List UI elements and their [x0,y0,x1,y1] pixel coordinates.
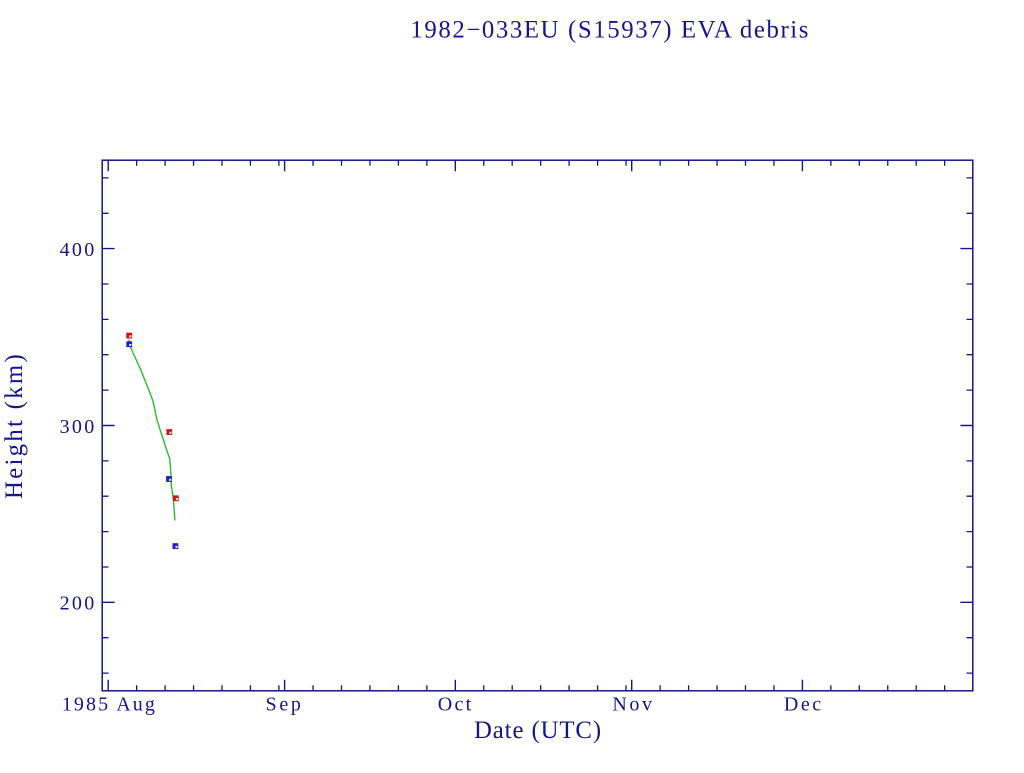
svg-text:Oct: Oct [438,694,474,716]
svg-text:Sep: Sep [266,694,304,716]
svg-text:Date (UTC): Date (UTC) [474,717,602,744]
svg-text:400: 400 [60,239,97,261]
svg-text:Height (km): Height (km) [1,352,28,499]
svg-text:Dec: Dec [784,694,824,716]
svg-text:1982−033EU (S15937) EVA debris: 1982−033EU (S15937) EVA debris [410,17,810,44]
svg-text:Nov: Nov [612,694,654,716]
svg-text:1985 Aug: 1985 Aug [62,694,157,716]
svg-text:300: 300 [60,416,97,438]
svg-text:200: 200 [60,593,97,615]
